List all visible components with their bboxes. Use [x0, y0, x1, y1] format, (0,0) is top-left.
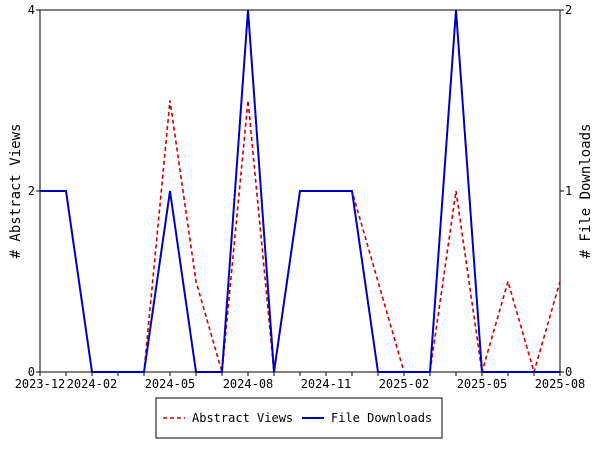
legend-label-abstract-views: Abstract Views: [192, 411, 293, 425]
x-tick-label: 2025-05: [457, 377, 508, 391]
series-line-file-downloads: [40, 9, 560, 373]
y-left-tick-label: 2: [28, 184, 35, 198]
x-tick-label: 2024-02: [67, 377, 118, 391]
y-axis-left: 0 2 4: [28, 3, 40, 379]
y-axis-left-title: # Abstract Views: [8, 124, 24, 259]
y-right-tick-label: 2: [565, 3, 572, 17]
x-tick-label: 2024-11: [301, 377, 352, 391]
legend-box: [155, 397, 443, 439]
x-tick-label: 2024-08: [223, 377, 274, 391]
legend: Abstract Views File Downloads: [155, 397, 443, 439]
x-tick-label: 2025-08: [535, 377, 586, 391]
y-left-tick-label: 0: [28, 365, 35, 379]
x-tick-label: 2025-02: [379, 377, 430, 391]
y-left-tick-label: 4: [28, 3, 35, 17]
y-axis-right-title: # File Downloads: [578, 124, 594, 259]
y-right-tick-label: 1: [565, 184, 572, 198]
legend-label-file-downloads: File Downloads: [331, 411, 432, 425]
x-tick-label: 2024-05: [145, 377, 196, 391]
y-right-tick-label: 0: [565, 365, 572, 379]
y-axis-right: 0 1 2: [560, 3, 572, 379]
series-line-abstract-views: [40, 100, 561, 375]
series-lines: [40, 9, 561, 375]
x-axis: 2023-12 2024-02 2024-05 2024-08 2024-11 2025-…: [15, 372, 586, 391]
x-tick-label: 2023-12: [15, 377, 66, 391]
